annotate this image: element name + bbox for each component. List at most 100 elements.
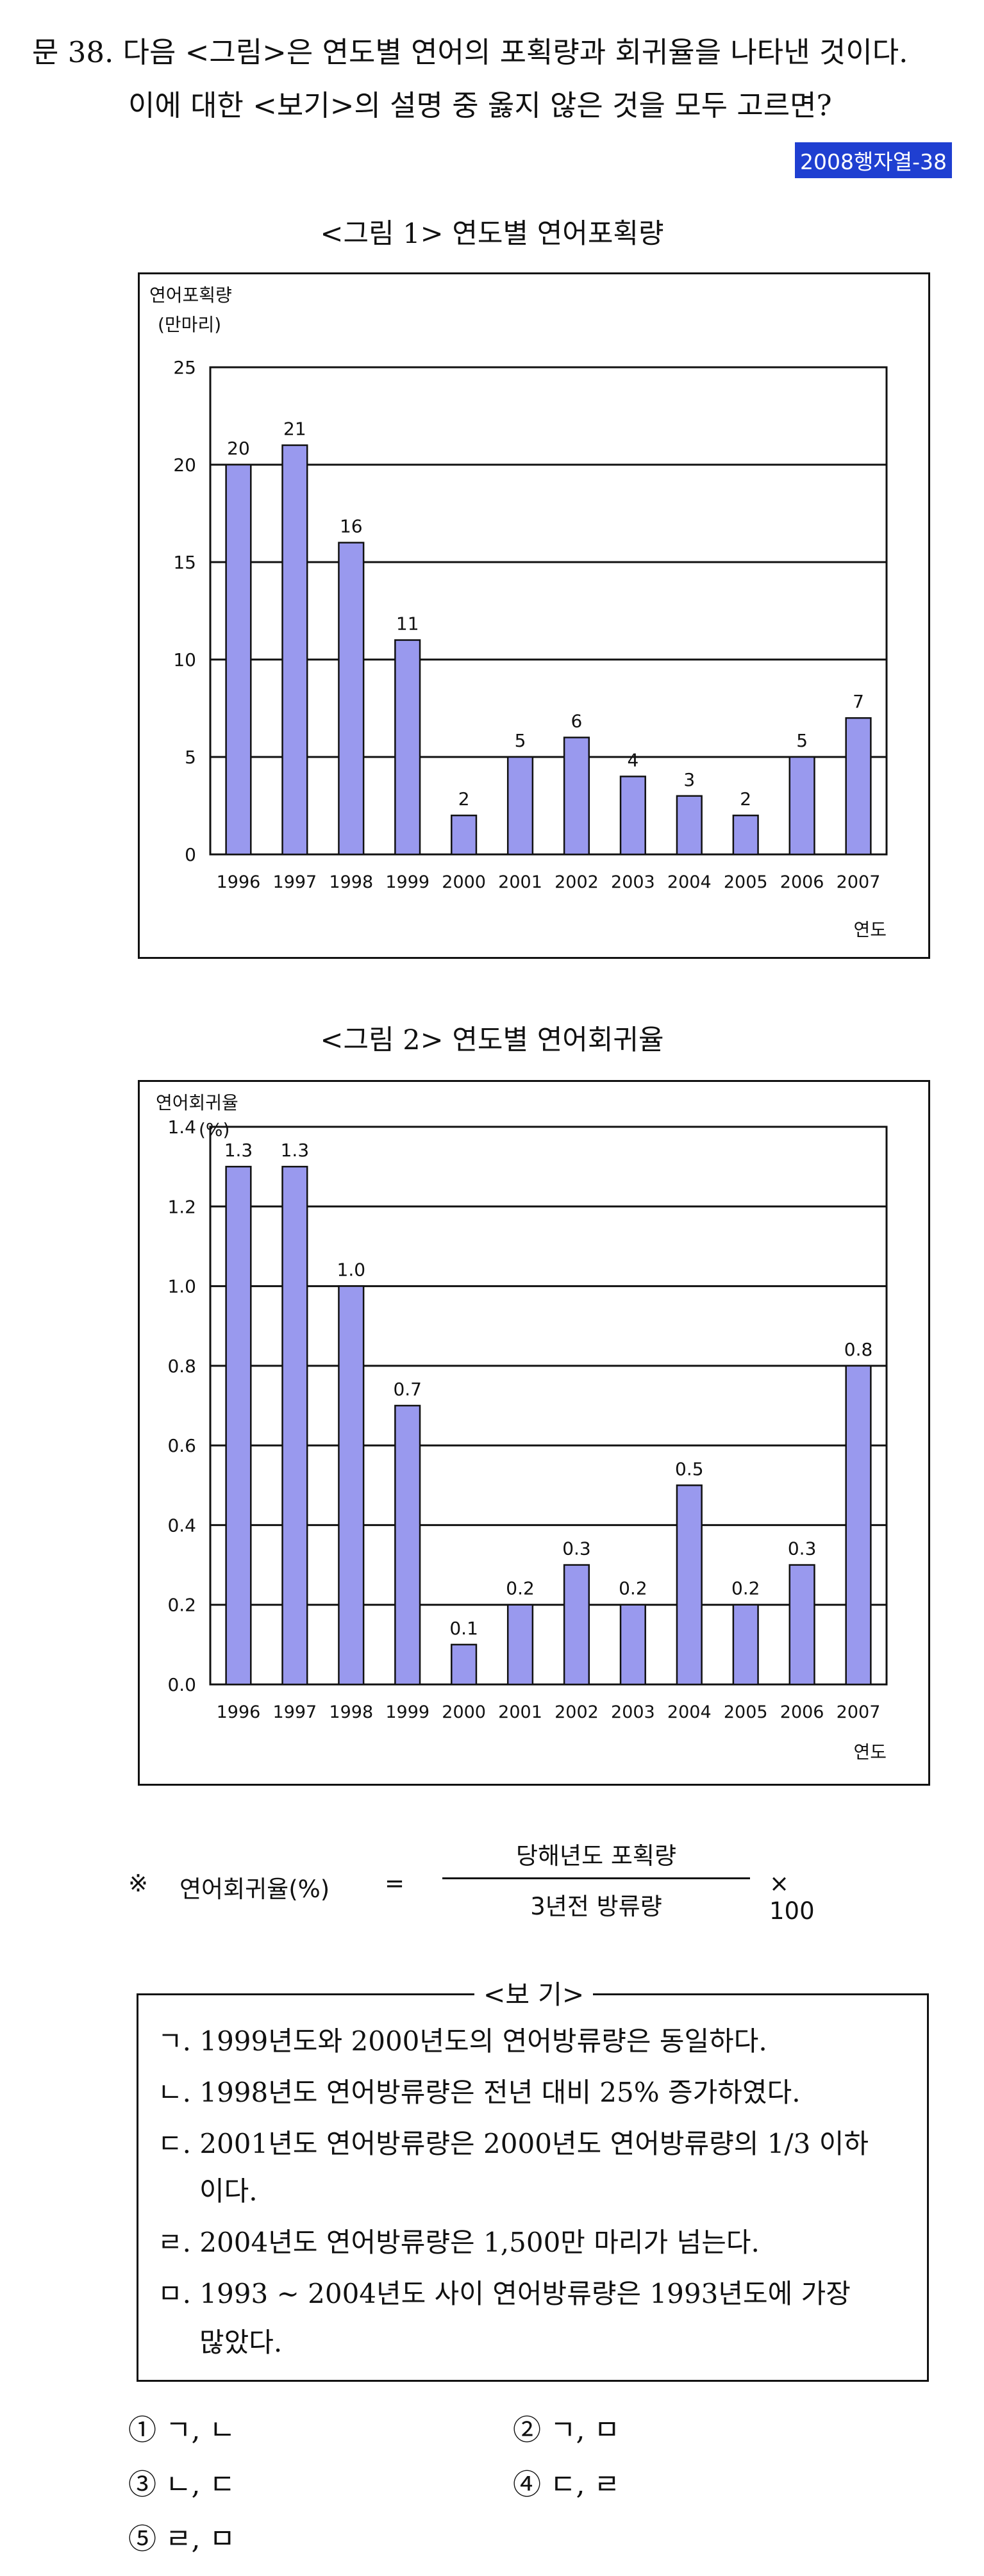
bar xyxy=(676,1484,703,1686)
y-tick-label: 0.6 xyxy=(167,1435,196,1456)
formula-lhs: 연어회귀율(%) xyxy=(179,1875,330,1903)
choice-1[interactable]: ① ㄱ, ㄴ xyxy=(128,2414,235,2447)
data-label: 2 xyxy=(740,788,751,810)
data-label: 3 xyxy=(683,769,695,790)
y-tick-label: 0.2 xyxy=(167,1595,196,1616)
formula-fraction: 당해년도 포획량 3년전 방류량 xyxy=(442,1836,750,1922)
bar xyxy=(394,639,421,856)
data-label: 5 xyxy=(796,730,808,751)
data-label: 0.3 xyxy=(788,1538,817,1559)
x-tick-label: 2003 xyxy=(611,872,655,892)
bogi-box: ㄱ. 1999년도와 2000년도의 연어방류량은 동일하다. ㄴ. 1998년… xyxy=(137,1993,929,2382)
bar xyxy=(788,756,815,856)
bar xyxy=(563,736,590,856)
y-tick-label: 0.0 xyxy=(167,1674,196,1695)
data-label: 0.2 xyxy=(506,1578,535,1599)
x-tick-label: 2007 xyxy=(837,872,881,892)
y-tick-label: 25 xyxy=(173,357,196,378)
bar xyxy=(338,542,365,856)
bar xyxy=(281,1165,308,1686)
data-label: 0.3 xyxy=(562,1538,591,1559)
data-label: 2 xyxy=(458,788,470,810)
bar xyxy=(338,1285,365,1686)
y-tick-label: 20 xyxy=(173,454,196,476)
bar xyxy=(845,1365,872,1686)
figure2-caption: <그림 2> 연도별 연어회귀율 xyxy=(320,1024,664,1056)
y-tick-label: 0.4 xyxy=(167,1515,196,1536)
figure2-chart: 연어회귀율 (%) 0.0 0.2 0.4 0.6 0.8 1.0 1.2 1.4 1.3 1996 1… xyxy=(138,1080,930,1786)
data-label: 0.8 xyxy=(844,1339,873,1360)
x-tick-label: 2002 xyxy=(555,1702,599,1722)
question-line-1: 문 38. 다음 <그림>은 연도별 연어의 포획량과 회귀율을 나타낸 것이다… xyxy=(32,35,908,69)
data-label: 4 xyxy=(627,749,638,770)
y-axis-unit: (%) xyxy=(199,1119,229,1140)
formula-note: ※ 연어회귀율(%) = 당해년도 포획량 3년전 방류량 × 100 xyxy=(128,1836,833,1932)
x-tick-label: 1997 xyxy=(273,872,317,892)
y-tick-label: 0 xyxy=(185,844,196,865)
choice-5[interactable]: ⑤ ㄹ, ㅁ xyxy=(128,2523,235,2555)
data-label: 20 xyxy=(227,438,250,459)
x-tick-label: 2001 xyxy=(498,872,542,892)
bar xyxy=(506,1604,534,1686)
x-tick-label: 1998 xyxy=(329,1702,373,1722)
x-tick-label: 2004 xyxy=(667,872,712,892)
formula-denominator: 3년전 방류량 xyxy=(530,1893,662,1920)
x-tick-label: 1996 xyxy=(217,1702,261,1722)
data-label: 0.7 xyxy=(393,1379,422,1400)
bogi-item: ㄱ. 1999년도와 2000년도의 연어방류량은 동일하다. xyxy=(158,2025,767,2057)
x-tick-label: 2005 xyxy=(724,872,768,892)
figure1-chart: 연어포획량 (만마리) 0 5 10 15 20 25 20 1996 21 1997 16 1998 11… xyxy=(138,272,930,959)
y-tick-label: 1.4 xyxy=(167,1117,196,1138)
data-label: 1.3 xyxy=(224,1140,253,1161)
bar xyxy=(394,1404,421,1686)
source-tag: 2008행자열-38 xyxy=(795,142,952,178)
bogi-item-continued: 많았다. xyxy=(199,2327,283,2358)
bar xyxy=(845,717,872,856)
x-tick-label: 2005 xyxy=(724,1702,768,1722)
x-tick-label: 1997 xyxy=(273,1702,317,1722)
plot-area xyxy=(209,1126,888,1686)
data-label: 16 xyxy=(340,516,363,537)
bogi-item: ㄷ. 2001년도 연어방류량은 2000년도 연어방류량의 1/3 이하 xyxy=(158,2128,869,2159)
data-label: 0.2 xyxy=(619,1578,647,1599)
y-axis-unit: (만마리) xyxy=(158,314,221,335)
x-axis-label: 연도 xyxy=(853,1741,887,1763)
x-tick-label: 2003 xyxy=(611,1702,655,1722)
choice-3[interactable]: ③ ㄴ, ㄷ xyxy=(128,2468,235,2501)
x-tick-label: 2002 xyxy=(555,872,599,892)
formula-equals: = xyxy=(385,1870,405,1897)
y-axis-label: 연어회귀율 xyxy=(156,1092,238,1113)
figure1-chart-svg: 연어포획량(만마리)051015202520199621199716199811… xyxy=(149,285,888,940)
bogi-label: <보 기> xyxy=(474,1973,594,2011)
x-tick-label: 2000 xyxy=(442,1702,486,1722)
data-label: 7 xyxy=(853,691,864,712)
y-tick-label: 1.0 xyxy=(167,1276,196,1297)
note-mark: ※ xyxy=(128,1870,149,1897)
bar xyxy=(619,1604,646,1686)
x-tick-label: 2004 xyxy=(667,1702,712,1722)
y-axis-label: 연어포획량 xyxy=(149,285,232,306)
y-tick-label: 15 xyxy=(173,552,196,573)
x-tick-label: 2006 xyxy=(780,872,824,892)
bogi-item: ㅁ. 1993 ~ 2004년도 사이 연어방류량은 1993년도에 가장 xyxy=(158,2278,851,2309)
data-label: 11 xyxy=(396,613,419,635)
figure1-caption: <그림 1> 연도별 연어포획량 xyxy=(320,218,664,250)
plot-area xyxy=(209,366,888,856)
bar xyxy=(451,814,478,856)
bar xyxy=(676,795,703,856)
data-label: 1.3 xyxy=(281,1140,310,1161)
question-line-2: 이에 대한 <보기>의 설명 중 옳지 않은 것을 모두 고르면? xyxy=(128,88,832,122)
bar xyxy=(732,1604,759,1686)
x-tick-label: 1998 xyxy=(329,872,373,892)
x-tick-label: 1999 xyxy=(385,1702,429,1722)
y-tick-label: 1.2 xyxy=(167,1196,196,1217)
x-tick-label: 2001 xyxy=(498,1702,542,1722)
bar xyxy=(225,463,252,856)
bar xyxy=(788,1564,815,1686)
bar xyxy=(225,1165,252,1686)
y-tick-label: 0.8 xyxy=(167,1356,196,1377)
data-label: 0.2 xyxy=(731,1578,760,1599)
choice-4[interactable]: ④ ㄷ, ㄹ xyxy=(513,2468,620,2501)
choice-2[interactable]: ② ㄱ, ㅁ xyxy=(513,2414,620,2447)
bar xyxy=(619,776,646,856)
